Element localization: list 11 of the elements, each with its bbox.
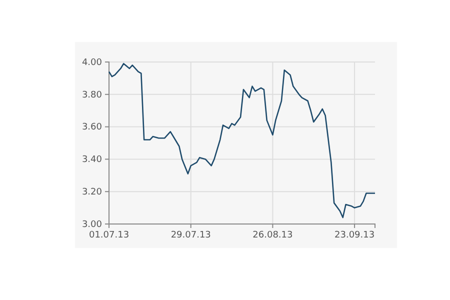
y-tick-label: 3.60 [82, 122, 102, 133]
y-tick-label: 3.80 [82, 90, 102, 100]
line-series [108, 62, 376, 218]
x-tick-label: 23.09.13 [334, 230, 375, 240]
y-tick-label: 3.00 [82, 220, 102, 230]
y-tick-label: 3.40 [82, 155, 102, 166]
y-tick-label: 4.00 [82, 58, 102, 68]
x-tick-label: 29.07.13 [170, 230, 211, 240]
x-tick-label: 26.08.13 [252, 230, 293, 240]
y-tick-label: 3.20 [82, 187, 102, 198]
x-tick-label: 01.07.13 [88, 230, 130, 240]
